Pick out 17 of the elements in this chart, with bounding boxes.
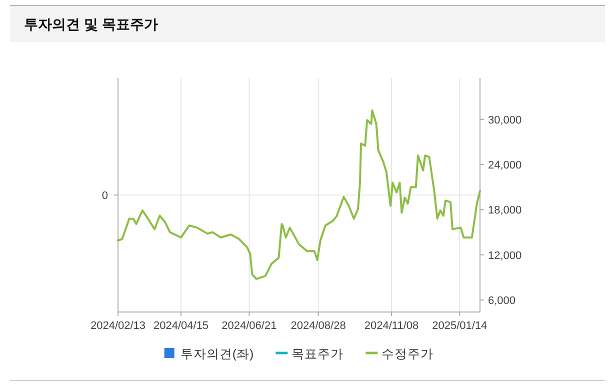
y2-tick-label: 18,000	[488, 204, 522, 217]
line-series	[117, 109, 481, 280]
x-tick-label: 2024/06/21	[222, 320, 277, 332]
legend-label: 투자의견(좌)	[180, 347, 254, 361]
x-tick-label: 2024/11/08	[364, 320, 419, 332]
y2-tick-label: 24,000	[488, 160, 522, 172]
y2-tick-label: 12,000	[488, 250, 522, 262]
x-tick-label: 2025/01/14	[432, 320, 488, 332]
y2-tick-label: 6,000	[488, 294, 516, 307]
y2-tick-label: 30,000	[488, 114, 522, 126]
legend-label: 수정주가	[382, 347, 434, 361]
x-tick-label: 2024/08/28	[290, 320, 346, 332]
legend-label: 목표주가	[292, 347, 344, 361]
text: 0	[102, 190, 108, 202]
chart-title: 투자의견 및 목표주가	[24, 16, 158, 32]
x-tick-label: 2024/02/13	[90, 320, 146, 332]
x-tick-label: 2024/04/15	[154, 320, 209, 332]
